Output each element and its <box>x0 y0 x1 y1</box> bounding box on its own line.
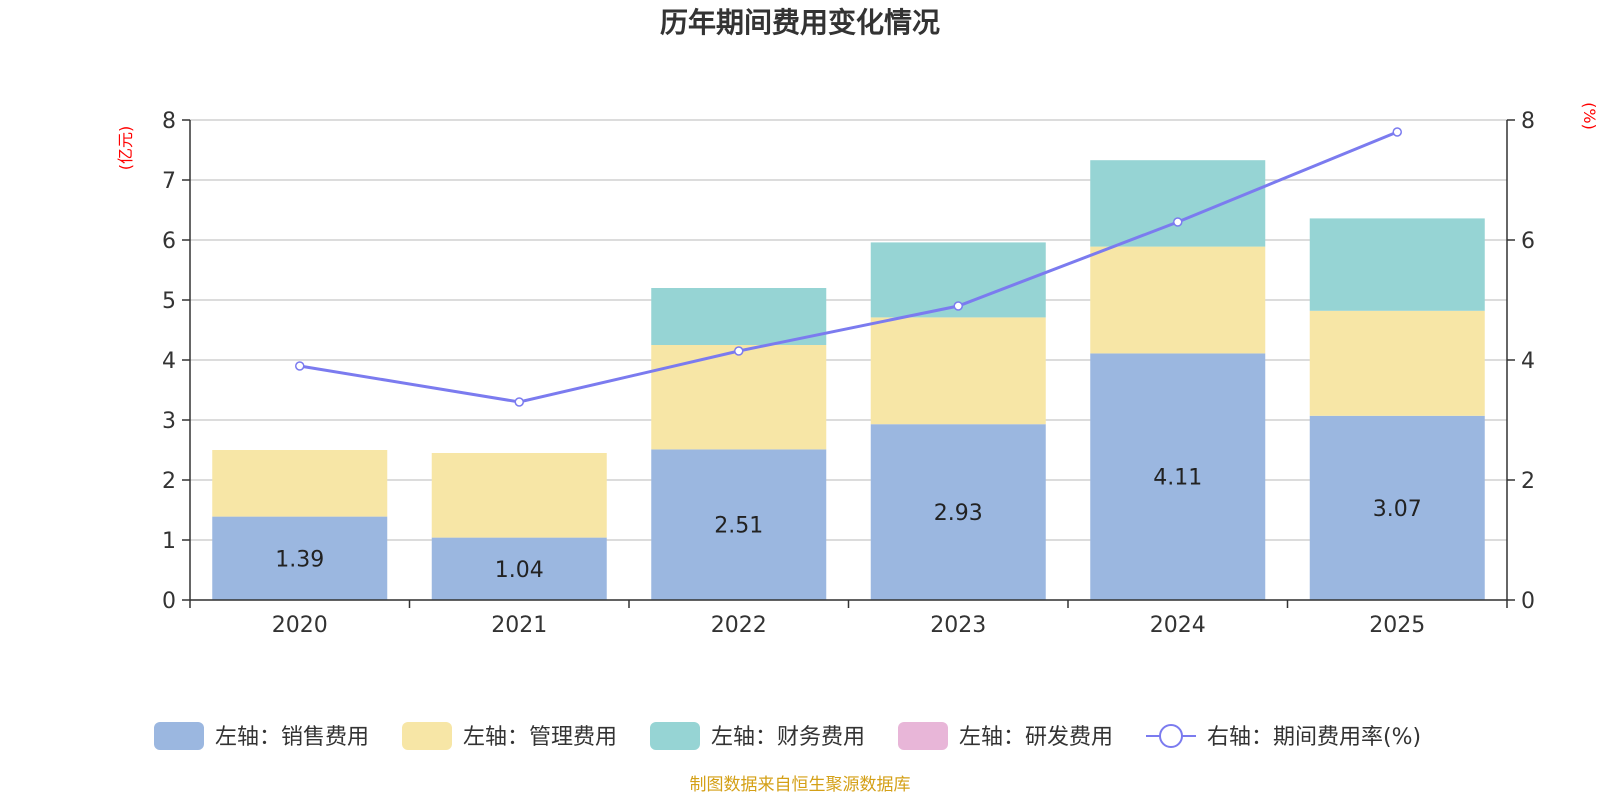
left-axis-tick-label: 6 <box>162 229 176 254</box>
bar-segment-2-2022[interactable] <box>651 288 827 345</box>
legend-item-1[interactable]: 左轴：管理费用 <box>402 722 617 750</box>
right-axis-tick-label: 8 <box>1521 109 1535 134</box>
right-axis-tick-label: 6 <box>1521 229 1535 254</box>
bar-segment-1-2020[interactable] <box>212 450 388 517</box>
left-axis-tick-label: 1 <box>162 529 176 554</box>
x-axis-tick-label: 2025 <box>1369 613 1425 638</box>
left-axis-tick-label: 2 <box>162 469 176 494</box>
x-axis-tick-label: 2022 <box>711 613 767 638</box>
legend-circle-marker <box>1159 724 1183 748</box>
bar-segment-2-2024[interactable] <box>1090 160 1266 247</box>
legend-label: 左轴：销售费用 <box>215 725 369 750</box>
left-axis-tick-label: 0 <box>162 589 176 614</box>
data-labels: 1.39 1.04 2.51 2.93 4.11 3.07 <box>275 466 1421 583</box>
gridlines <box>190 119 1507 601</box>
legend-swatch <box>650 722 700 750</box>
bar-data-label: 3.07 <box>1373 497 1422 522</box>
legend-label: 右轴：期间费用率(%) <box>1207 725 1421 750</box>
x-axis-tick-label: 2023 <box>930 613 986 638</box>
rate-point-2020[interactable] <box>295 361 305 371</box>
left-axis-tick-label: 5 <box>162 289 176 314</box>
rate-point-2022[interactable] <box>734 346 744 356</box>
right-axis-tick-label: 4 <box>1521 349 1535 374</box>
bar-data-label: 1.39 <box>275 547 324 572</box>
legend[interactable]: 左轴：销售费用 左轴：管理费用 左轴：财务费用 左轴：研发费用 右轴：期间费用率(%) <box>154 722 1421 750</box>
bar-segment-1-2023[interactable] <box>870 317 1046 425</box>
left-axis-unit: (亿元) <box>116 126 135 171</box>
chart-title: 历年期间费用变化情况 <box>660 6 940 39</box>
rate-point-2025[interactable] <box>1392 127 1402 137</box>
left-axis-tick-label: 3 <box>162 409 176 434</box>
bar-segment-0-2023[interactable] <box>870 424 1046 600</box>
x-axis-tick-label: 2024 <box>1150 613 1206 638</box>
bar-segment-1-2021[interactable] <box>431 453 607 538</box>
legend-swatch <box>898 722 948 750</box>
bar-segment-2-2025[interactable] <box>1309 218 1485 311</box>
rate-point-2024[interactable] <box>1173 217 1183 227</box>
right-axis-unit: (%) <box>1580 102 1599 130</box>
rate-point-2021[interactable] <box>514 397 524 407</box>
axes: 0 1 2 3 4 5 6 7 8 0 2 4 6 8 2020 2021 2022 2023 2024 2025 <box>162 109 1535 638</box>
left-axis-tick-label: 8 <box>162 109 176 134</box>
bar-series <box>212 160 1485 600</box>
rate-line-series <box>295 127 1402 407</box>
legend-item-2[interactable]: 左轴：财务费用 <box>650 722 865 750</box>
bar-data-label: 4.11 <box>1153 466 1202 491</box>
legend-item-3[interactable]: 左轴：研发费用 <box>898 722 1113 750</box>
bar-data-label: 2.93 <box>934 501 983 526</box>
bar-segment-0-2022[interactable] <box>651 449 827 600</box>
bar-segment-1-2022[interactable] <box>651 345 827 450</box>
bar-segment-0-2024[interactable] <box>1090 353 1266 600</box>
legend-item-4[interactable]: 右轴：期间费用率(%) <box>1146 724 1421 750</box>
left-axis-tick-label: 7 <box>162 169 176 194</box>
bar-segment-0-2020[interactable] <box>212 516 388 600</box>
x-axis-tick-label: 2021 <box>491 613 547 638</box>
legend-label: 左轴：研发费用 <box>959 725 1113 750</box>
bar-segment-0-2021[interactable] <box>431 537 607 600</box>
legend-swatch <box>154 722 204 750</box>
legend-item-0[interactable]: 左轴：销售费用 <box>154 722 369 750</box>
legend-label: 左轴：管理费用 <box>463 725 617 750</box>
right-axis-tick-label: 2 <box>1521 469 1535 494</box>
rate-point-2023[interactable] <box>953 301 963 311</box>
left-axis-tick-label: 4 <box>162 349 176 374</box>
rate-line <box>299 130 1398 404</box>
legend-label: 左轴：财务费用 <box>711 725 865 750</box>
bar-data-label: 2.51 <box>714 514 763 539</box>
right-axis-tick-label: 0 <box>1521 589 1535 614</box>
bar-segment-1-2025[interactable] <box>1309 310 1485 416</box>
legend-swatch <box>402 722 452 750</box>
bar-segment-0-2025[interactable] <box>1309 415 1485 600</box>
bar-segment-1-2024[interactable] <box>1090 246 1266 354</box>
bar-data-label: 1.04 <box>495 558 544 583</box>
x-axis-tick-label: 2020 <box>272 613 328 638</box>
source-note: 制图数据来自恒生聚源数据库 <box>690 775 911 795</box>
